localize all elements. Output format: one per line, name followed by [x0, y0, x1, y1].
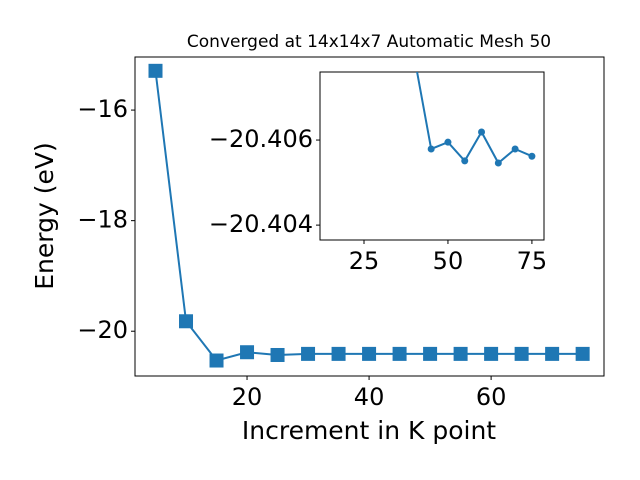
data-point	[427, 145, 435, 153]
data-point	[444, 138, 452, 146]
data-point	[511, 145, 519, 153]
data-point	[528, 152, 536, 160]
x-tick-label: 40	[354, 383, 385, 411]
data-point	[514, 346, 529, 361]
plot-area	[319, 71, 545, 241]
data-point	[453, 346, 468, 361]
x-tick-label: 50	[433, 247, 464, 275]
data-point	[478, 128, 486, 136]
data-point	[362, 346, 377, 361]
y-axis-label: Energy (eV)	[30, 142, 59, 289]
data-point	[270, 347, 285, 362]
data-point	[484, 346, 499, 361]
x-tick-label: 20	[232, 383, 263, 411]
data-point	[209, 353, 224, 368]
series	[416, 72, 536, 167]
data-point	[392, 346, 407, 361]
data-point	[494, 159, 502, 167]
y-tick-label: −20.404	[209, 210, 313, 238]
chart-title: Converged at 14x14x7 Automatic Mesh 50	[187, 32, 551, 52]
x-tick-label: 60	[476, 383, 507, 411]
data-point	[240, 345, 255, 360]
data-point	[575, 346, 590, 361]
data-point	[461, 157, 469, 165]
data-point	[179, 314, 194, 329]
data-point	[545, 346, 560, 361]
series	[148, 63, 590, 368]
y-tick-label: −16	[77, 95, 128, 123]
y-tick-label: −18	[77, 206, 128, 234]
data-point	[423, 346, 438, 361]
data-point	[331, 346, 346, 361]
y-tick-label: −20	[77, 316, 128, 344]
y-tick-label: −20.406	[209, 125, 313, 153]
data-point	[301, 346, 316, 361]
data-point	[148, 63, 163, 78]
x-tick-label: 75	[517, 247, 548, 275]
x-axis-label: Increment in K point	[242, 416, 496, 445]
x-tick-label: 25	[349, 247, 380, 275]
